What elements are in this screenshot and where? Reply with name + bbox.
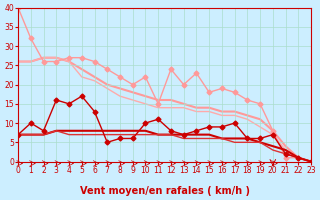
X-axis label: Vent moyen/en rafales ( km/h ): Vent moyen/en rafales ( km/h ) [80,186,250,196]
